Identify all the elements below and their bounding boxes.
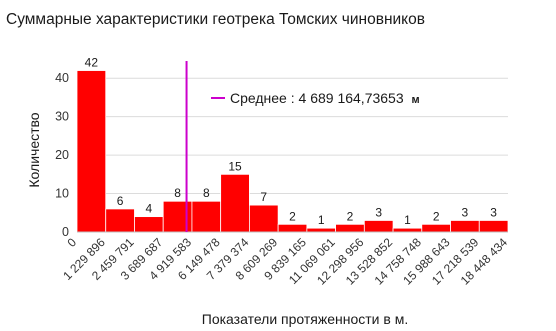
data-label: 3 <box>375 205 382 219</box>
data-labels-group: 42 6 4 8 8 15 7 2 1 2 3 1 2 3 3 <box>85 56 498 228</box>
data-label: 1 <box>404 213 411 227</box>
x-axis-label: Показатели протяженности в м. <box>202 311 408 327</box>
y-tick-labels: 0 10 20 30 40 <box>55 71 69 239</box>
data-label: 4 <box>145 202 152 216</box>
bar <box>450 220 480 233</box>
data-label: 15 <box>228 159 242 173</box>
data-label: 3 <box>462 205 469 219</box>
x-tick-label: 0 <box>64 235 79 250</box>
bar <box>306 227 337 233</box>
bar <box>76 70 107 233</box>
y-axis-label: Количество <box>26 112 42 187</box>
bar <box>220 173 250 233</box>
bar <box>162 200 193 233</box>
bar <box>335 223 365 233</box>
data-label: 2 <box>289 209 296 223</box>
data-label: 6 <box>117 194 124 208</box>
data-label: 2 <box>347 209 354 223</box>
y-tick-label: 10 <box>55 187 69 201</box>
bar <box>421 223 451 233</box>
bar <box>134 216 164 233</box>
data-label: 42 <box>85 56 99 70</box>
data-label: 1 <box>318 213 325 227</box>
chart-title: Суммарные характеристики геотрека Томски… <box>6 11 425 28</box>
bar <box>363 220 394 233</box>
bar <box>478 220 509 233</box>
bar <box>191 200 222 233</box>
bar <box>277 223 308 233</box>
mean-label: Среднее : 4 689 164,73653 <box>230 90 404 106</box>
data-label: 8 <box>203 186 210 200</box>
data-label: 3 <box>490 205 497 219</box>
data-label: 8 <box>174 186 181 200</box>
data-label: 2 <box>433 209 440 223</box>
mean-annotation: Среднее : 4 689 164,73653 м <box>230 90 420 106</box>
y-tick-label: 20 <box>55 148 69 162</box>
bar <box>392 227 423 233</box>
y-tick-label: 0 <box>62 225 69 239</box>
bar <box>105 208 135 233</box>
bar <box>248 204 279 233</box>
data-label: 7 <box>260 190 267 204</box>
mean-unit: м <box>412 94 420 106</box>
y-tick-label: 40 <box>55 71 69 85</box>
y-tick-label: 30 <box>55 110 69 124</box>
